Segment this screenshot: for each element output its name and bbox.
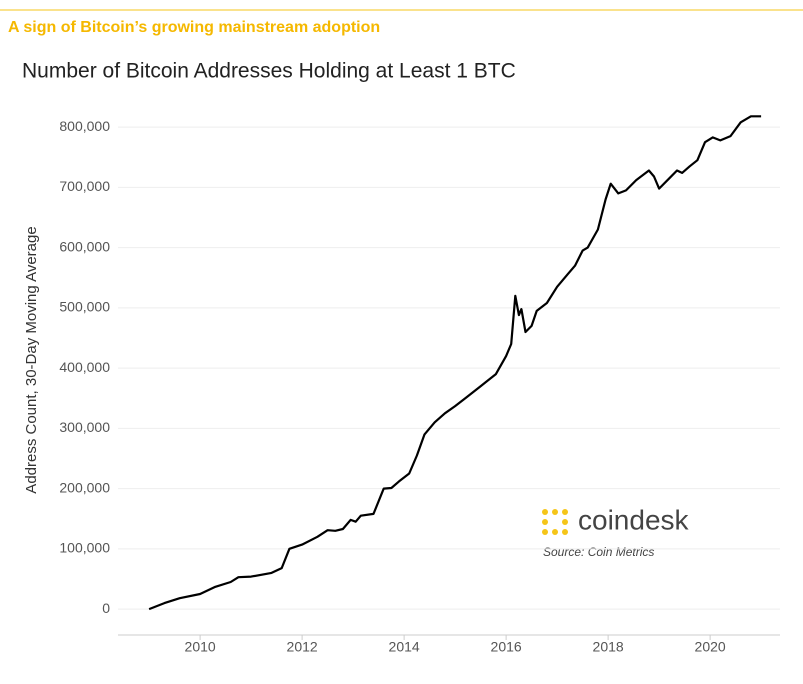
y-tick-label: 300,000 [59, 419, 110, 435]
y-tick-label: 700,000 [59, 178, 110, 194]
x-tick-label: 2020 [695, 639, 726, 655]
y-tick-label: 100,000 [59, 540, 110, 556]
chart-title: Number of Bitcoin Addresses Holding at L… [22, 60, 516, 83]
y-axis-label: Address Count, 30-Day Moving Average [23, 226, 40, 493]
logo-icon [542, 509, 568, 535]
x-tick-label: 2016 [491, 639, 522, 655]
source: Source: Coin Metrics [543, 545, 654, 559]
x-tick-label: 2010 [185, 639, 216, 655]
y-tick-label: 500,000 [59, 299, 110, 315]
y-tick-label: 800,000 [59, 118, 110, 134]
kicker: A sign of Bitcoin’s growing mainstream a… [8, 19, 380, 36]
y-tick-label: 200,000 [59, 479, 110, 495]
brand: coindesk [578, 504, 690, 535]
y-tick-label: 0 [102, 600, 110, 616]
y-tick-label: 600,000 [59, 238, 110, 254]
x-tick-label: 2014 [389, 639, 420, 655]
data-line [148, 115, 762, 611]
x-tick-label: 2018 [593, 639, 624, 655]
x-tick-label: 2012 [287, 639, 318, 655]
y-tick-label: 400,000 [59, 359, 110, 375]
